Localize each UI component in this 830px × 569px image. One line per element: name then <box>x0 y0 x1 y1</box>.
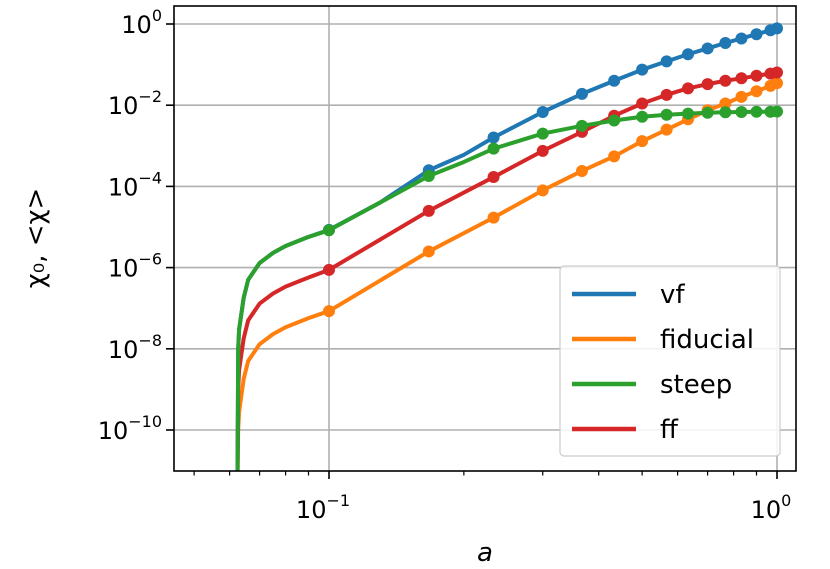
data-point-ff <box>750 69 763 82</box>
x-tick-label: 10−1 <box>296 491 350 524</box>
data-point-steep <box>422 170 435 183</box>
data-point-fiducial <box>719 97 732 110</box>
data-point-ff <box>487 171 500 184</box>
data-point-ff <box>701 78 714 91</box>
data-point-steep <box>682 107 695 120</box>
data-point-fiducial <box>660 123 673 136</box>
y-tick-label: 100 <box>121 6 162 39</box>
data-point-steep <box>660 108 673 121</box>
legend-label-vf: vf <box>660 280 685 310</box>
y-tick-label: 10−8 <box>108 331 162 364</box>
data-point-steep <box>323 224 335 237</box>
data-point-steep <box>771 105 783 118</box>
data-point-vf <box>682 48 695 61</box>
data-point-vf <box>575 87 588 100</box>
data-point-vf <box>719 37 732 50</box>
data-point-vf <box>701 42 714 55</box>
data-point-fiducial <box>422 245 435 258</box>
data-point-fiducial <box>636 135 649 148</box>
data-point-vf <box>771 22 783 35</box>
data-point-steep <box>608 114 621 127</box>
data-point-fiducial <box>771 77 783 90</box>
y-axis-ticks: 100 10−2 10−4 10−6 10−8 10−10 <box>98 6 174 445</box>
data-point-steep <box>701 106 714 119</box>
y-tick-label: 10−6 <box>108 250 162 283</box>
x-axis-ticks: 10−1 100 <box>193 471 792 524</box>
data-point-ff <box>323 263 335 276</box>
data-point-steep <box>719 106 732 119</box>
y-tick-label: 10−4 <box>108 168 162 201</box>
legend: vf fiducial steep ff <box>559 265 781 457</box>
data-point-ff <box>735 72 748 85</box>
legend-box <box>559 265 781 457</box>
data-point-ff <box>636 97 649 110</box>
axes-frame <box>173 5 797 472</box>
data-point-steep <box>735 106 748 118</box>
data-point-vf <box>487 131 500 144</box>
data-point-ff <box>536 144 549 157</box>
data-point-ff <box>660 88 673 101</box>
legend-label-steep: steep <box>660 370 732 400</box>
data-point-steep <box>750 105 763 118</box>
data-point-steep <box>575 119 588 132</box>
data-point-ff <box>422 204 435 217</box>
data-point-steep <box>536 127 549 140</box>
y-axis-label: χ₀, <χ> <box>21 188 51 289</box>
y-tick-label: 10−2 <box>108 87 162 120</box>
data-point-fiducial <box>536 184 549 197</box>
series-steep <box>235 105 783 471</box>
data-point-fiducial <box>735 90 748 103</box>
legend-label-fiducial: fiducial <box>660 325 754 355</box>
y-tick-label: 10−10 <box>98 412 162 445</box>
plot-area <box>235 22 783 471</box>
data-point-fiducial <box>323 305 335 318</box>
data-point-fiducial <box>750 85 763 98</box>
data-point-fiducial <box>575 164 588 177</box>
data-point-steep <box>636 110 649 123</box>
x-axis-label: a <box>477 538 493 568</box>
legend-label-ff: ff <box>660 415 679 445</box>
data-point-ff <box>719 74 732 87</box>
data-point-vf <box>660 55 673 68</box>
data-point-vf <box>735 32 748 45</box>
data-point-ff <box>771 66 783 79</box>
data-point-vf <box>608 74 621 87</box>
data-point-steep <box>487 142 500 155</box>
data-point-vf <box>750 28 763 41</box>
x-tick-label: 100 <box>751 491 792 524</box>
data-point-vf <box>536 106 549 118</box>
data-point-vf <box>636 63 649 76</box>
data-point-fiducial <box>487 211 500 224</box>
data-point-fiducial <box>608 150 621 163</box>
data-point-ff <box>682 82 695 95</box>
